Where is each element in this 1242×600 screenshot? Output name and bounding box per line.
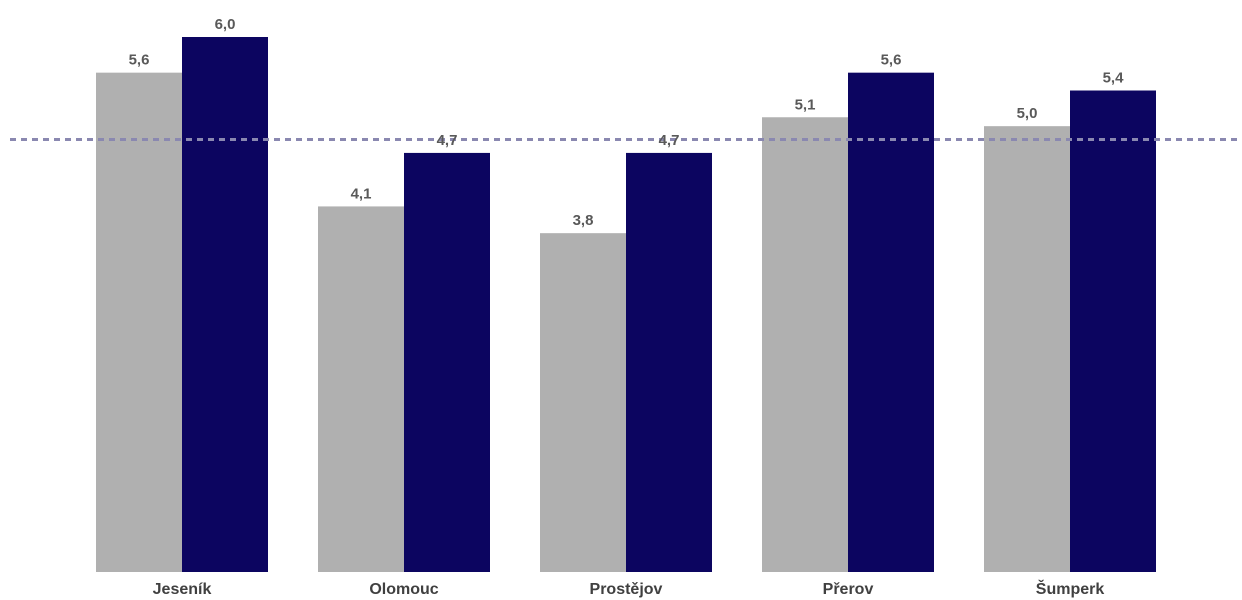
value-label: 4,7	[437, 132, 458, 149]
bar-grey-3	[762, 117, 848, 572]
category-label: Prostějov	[590, 581, 663, 598]
bar-navy-2	[626, 152, 712, 572]
value-label: 5,6	[129, 52, 150, 69]
value-label: 5,4	[1103, 70, 1125, 87]
bar-navy-3	[848, 72, 934, 573]
bar-grey-1	[318, 206, 404, 572]
category-labels-layer: Jeseník Olomouc Prostějov Přerov Šumperk	[153, 579, 1105, 598]
value-label: 3,8	[573, 212, 594, 229]
bar-navy-4	[1070, 90, 1156, 572]
bar-grey-0	[96, 72, 182, 573]
bar-grey-2	[540, 233, 626, 572]
bar-navy-0	[182, 37, 268, 572]
value-labels-layer: 5,6 6,0 4,1 4,7 3,8 4,7 5,1 5,6 5,0 5,4	[129, 16, 1125, 229]
category-label: Šumperk	[1036, 579, 1105, 598]
value-label: 5,0	[1017, 105, 1038, 122]
value-label: 4,1	[351, 185, 372, 202]
value-label: 6,0	[215, 16, 236, 33]
bar-grey-4	[984, 126, 1070, 573]
bars-layer	[96, 37, 1156, 573]
value-label: 5,6	[881, 52, 902, 69]
category-label: Jeseník	[153, 581, 212, 598]
bar-navy-1	[404, 152, 490, 572]
category-label: Olomouc	[369, 581, 438, 598]
value-label: 5,1	[795, 96, 816, 113]
value-label: 4,7	[659, 132, 680, 149]
category-label: Přerov	[823, 581, 874, 598]
